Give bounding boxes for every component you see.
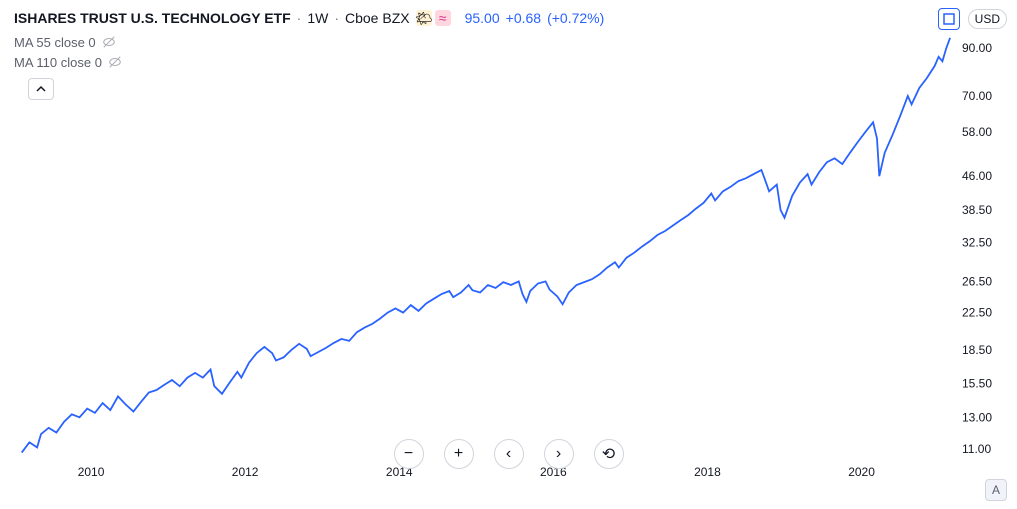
svg-text:90.00: 90.00 bbox=[962, 41, 992, 55]
quote-block: 95.00 +0.68 (+0.72%) bbox=[465, 10, 605, 26]
svg-text:15.50: 15.50 bbox=[962, 377, 992, 391]
scroll-right-button[interactable]: › bbox=[544, 439, 574, 469]
currency-badge[interactable]: USD bbox=[968, 9, 1007, 29]
svg-text:70.00: 70.00 bbox=[962, 89, 992, 103]
zoom-out-button[interactable]: − bbox=[394, 439, 424, 469]
svg-text:58.00: 58.00 bbox=[962, 125, 992, 139]
chart-controls: − + ‹ › ⟲ bbox=[394, 439, 624, 469]
svg-text:32.50: 32.50 bbox=[962, 235, 992, 249]
zoom-in-button[interactable]: + bbox=[444, 439, 474, 469]
svg-text:26.50: 26.50 bbox=[962, 274, 992, 288]
reset-button[interactable]: ⟲ bbox=[594, 439, 624, 469]
price-line bbox=[22, 38, 950, 453]
svg-text:46.00: 46.00 bbox=[962, 169, 992, 183]
interval-label[interactable]: 1W bbox=[307, 10, 328, 26]
separator-dot: · bbox=[334, 10, 339, 26]
price-pct: (+0.72%) bbox=[547, 10, 604, 26]
price-change: +0.68 bbox=[506, 10, 541, 26]
svg-text:18.50: 18.50 bbox=[962, 343, 992, 357]
auto-scale-badge[interactable]: A bbox=[985, 479, 1007, 501]
top-right-controls: USD bbox=[938, 8, 1007, 30]
svg-text:2012: 2012 bbox=[232, 465, 259, 479]
header-icons: 🌤 ≈ bbox=[416, 10, 451, 26]
last-price: 95.00 bbox=[465, 10, 500, 26]
session-icon: 🌤 bbox=[416, 10, 432, 26]
separator-dot: · bbox=[297, 10, 302, 26]
svg-text:13.00: 13.00 bbox=[962, 410, 992, 424]
svg-text:11.00: 11.00 bbox=[962, 442, 991, 456]
svg-text:2018: 2018 bbox=[694, 465, 721, 479]
delayed-icon: ≈ bbox=[435, 10, 451, 26]
y-axis: 11.00 13.00 15.50 18.50 22.50 26.50 32.50 38.50… bbox=[962, 41, 992, 456]
chart-area[interactable]: 11.00 13.00 15.50 18.50 22.50 26.50 32.50 38.50… bbox=[0, 28, 1017, 509]
price-chart[interactable]: 11.00 13.00 15.50 18.50 22.50 26.50 32.50 38.50… bbox=[0, 28, 1017, 509]
scroll-left-button[interactable]: ‹ bbox=[494, 439, 524, 469]
svg-text:38.50: 38.50 bbox=[962, 203, 992, 217]
svg-text:2020: 2020 bbox=[848, 465, 875, 479]
svg-text:22.50: 22.50 bbox=[962, 306, 992, 320]
exchange-label: Cboe BZX bbox=[345, 10, 410, 26]
svg-text:2010: 2010 bbox=[78, 465, 105, 479]
fullscreen-button[interactable] bbox=[938, 8, 960, 30]
symbol-title[interactable]: ISHARES TRUST U.S. TECHNOLOGY ETF bbox=[14, 10, 291, 26]
